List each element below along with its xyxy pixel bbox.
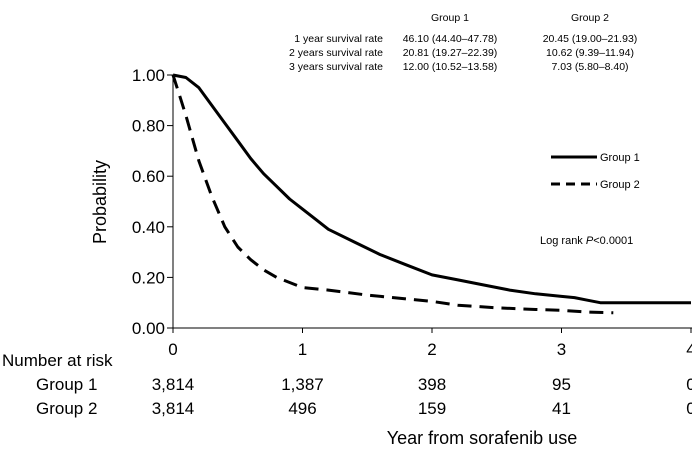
y-tick-label: 0.20 xyxy=(132,268,165,287)
y-tick-label: 0.80 xyxy=(132,117,165,136)
risk-value-group-1: 0 xyxy=(686,375,692,394)
survival-table: Group 1 Group 2 1 year survival rate 46.… xyxy=(289,12,637,73)
risk-value-group-2: 41 xyxy=(552,399,571,418)
x-tick-label: 4 xyxy=(686,340,692,359)
table-row-label-1y: 1 year survival rate xyxy=(294,33,383,45)
table-cell-1y-group-1: 46.10 (44.40–47.78) xyxy=(403,33,498,45)
risk-row-label-group-2: Group 2 xyxy=(36,399,97,418)
risk-value-group-1: 1,387 xyxy=(281,375,324,394)
series-line-group-2 xyxy=(171,74,614,315)
table-row-label-3y: 3 years survival rate xyxy=(289,61,383,73)
legend-label-group-2: Group 2 xyxy=(600,179,640,191)
risk-value-group-1: 398 xyxy=(418,375,446,394)
table-header-group-2: Group 2 xyxy=(571,12,609,24)
table-cell-2y-group-2: 10.62 (9.39–11.94) xyxy=(546,47,634,59)
legend: Group 1 Group 2 xyxy=(551,152,640,191)
table-cell-3y-group-1: 12.00 (10.52–13.58) xyxy=(403,61,498,73)
x-axis-ticks: 0 1 2 3 4 xyxy=(168,328,692,359)
risk-value-group-2: 3,814 xyxy=(152,399,195,418)
risk-value-group-2: 0 xyxy=(686,399,692,418)
y-axis-ticks: 0.00 0.20 0.40 0.60 0.80 1.00 xyxy=(132,66,173,338)
y-tick-label: 0.40 xyxy=(132,218,165,237)
y-tick-label: 1.00 xyxy=(132,66,165,85)
table-cell-2y-group-1: 20.81 (19.27–22.39) xyxy=(403,47,498,59)
log-rank-value: <0.0001 xyxy=(593,235,633,247)
table-cell-1y-group-2: 20.45 (19.00–21.93) xyxy=(543,33,638,45)
y-tick-label: 0.60 xyxy=(132,167,165,186)
series-line-group-1 xyxy=(172,73,691,305)
risk-value-group-2: 496 xyxy=(288,399,316,418)
x-tick-label: 1 xyxy=(298,340,307,359)
risk-value-group-1: 95 xyxy=(552,375,571,394)
survival-curves xyxy=(171,73,691,315)
risk-row-label-group-1: Group 1 xyxy=(36,375,97,394)
table-header-group-1: Group 1 xyxy=(431,12,469,24)
table-row-label-2y: 2 years survival rate xyxy=(289,47,383,59)
log-rank-p: P xyxy=(586,235,594,247)
axes xyxy=(172,75,692,329)
risk-value-group-2: 159 xyxy=(418,399,446,418)
log-rank-annotation: Log rank P<0.0001 xyxy=(540,235,633,247)
log-rank-prefix: Log rank xyxy=(540,235,586,247)
risk-values: 3,814 1,387 398 95 0 3,814 496 159 41 0 xyxy=(152,375,692,418)
x-tick-label: 0 xyxy=(168,340,177,359)
x-tick-label: 3 xyxy=(557,340,566,359)
number-at-risk-table: Number at risk Group 1 Group 2 3,814 1,38… xyxy=(2,351,692,418)
table-cell-3y-group-2: 7.03 (5.80–8.40) xyxy=(551,61,628,73)
x-tick-label: 2 xyxy=(427,340,436,359)
y-axis-label: Probability xyxy=(90,160,110,244)
risk-value-group-1: 3,814 xyxy=(152,375,195,394)
number-at-risk-header: Number at risk xyxy=(2,351,113,370)
y-tick-label: 0.00 xyxy=(132,319,165,338)
x-axis-label: Year from sorafenib use xyxy=(387,428,577,448)
legend-label-group-1: Group 1 xyxy=(600,152,640,164)
